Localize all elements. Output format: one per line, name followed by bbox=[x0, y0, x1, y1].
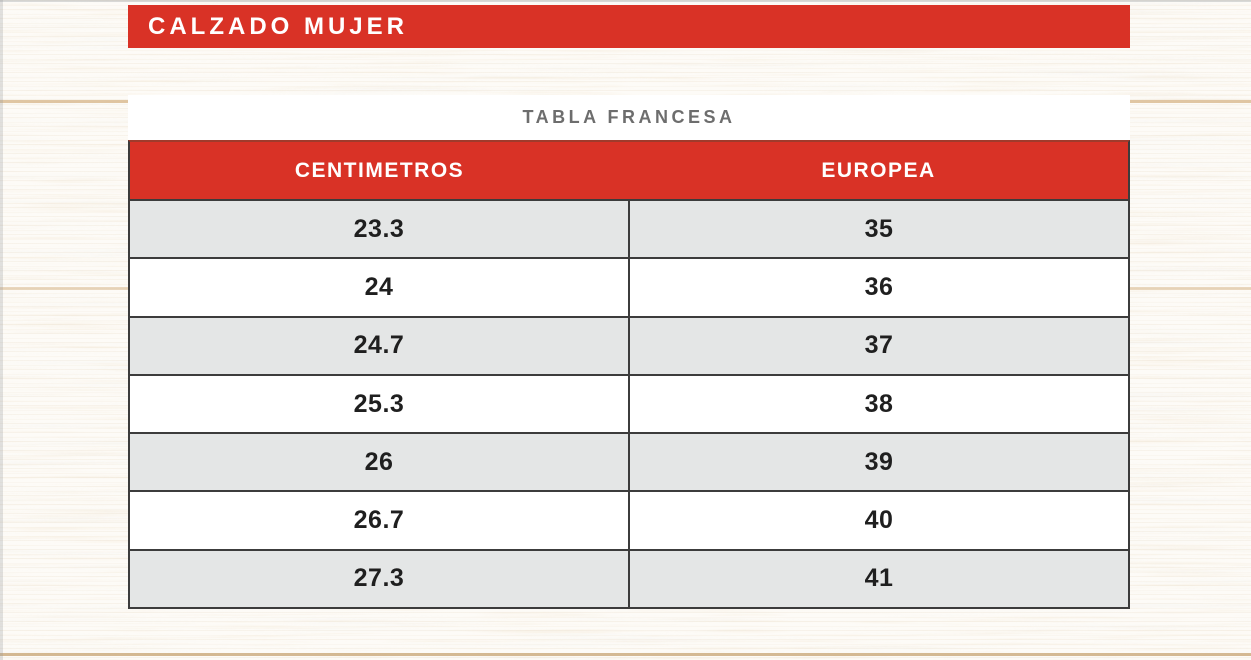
photo-edge-left bbox=[0, 0, 3, 660]
table-row: 26.7 40 bbox=[130, 490, 1128, 549]
cell-centimetros: 24 bbox=[130, 259, 630, 316]
table-header-row: CENTIMETROS EUROPEA bbox=[130, 142, 1128, 199]
cell-centimetros: 26 bbox=[130, 434, 630, 491]
cell-centimetros: 26.7 bbox=[130, 492, 630, 549]
category-banner-title: CALZADO MUJER bbox=[148, 12, 408, 40]
column-header-europea: EUROPEA bbox=[821, 158, 936, 182]
cell-europea: 35 bbox=[864, 214, 894, 243]
table-row: 25.3 38 bbox=[130, 373, 1128, 433]
cell-europea: 40 bbox=[864, 506, 894, 535]
cell-centimetros: 27.3 bbox=[130, 550, 630, 608]
cell-centimetros: 23.3 bbox=[130, 201, 630, 258]
table-row: 23.3 35 bbox=[130, 199, 1128, 258]
cell-europea: 41 bbox=[864, 564, 894, 593]
table-row: 24.7 37 bbox=[130, 315, 1128, 374]
photo-edge-top bbox=[0, 0, 1251, 2]
size-table-panel: TABLA FRANCESA CENTIMETROS EUROPEA 23.3 … bbox=[128, 95, 1130, 610]
wood-plank-seam bbox=[0, 653, 1251, 656]
cell-europea: 39 bbox=[864, 447, 894, 476]
size-table: CENTIMETROS EUROPEA 23.3 35 24 36 24.7 3… bbox=[128, 140, 1130, 610]
table-row: 24 36 bbox=[130, 257, 1128, 316]
table-title: TABLA FRANCESA bbox=[128, 95, 1130, 140]
cell-europea: 36 bbox=[864, 272, 894, 301]
table-row: 26 39 bbox=[130, 432, 1128, 491]
table-row: 27.3 41 bbox=[130, 548, 1128, 608]
column-header-centimetros: CENTIMETROS bbox=[294, 158, 465, 182]
category-banner: CALZADO MUJER bbox=[128, 5, 1130, 48]
cell-centimetros: 25.3 bbox=[130, 375, 630, 433]
cell-europea: 37 bbox=[864, 331, 894, 360]
cell-europea: 38 bbox=[864, 389, 894, 418]
cell-centimetros: 24.7 bbox=[130, 317, 630, 374]
